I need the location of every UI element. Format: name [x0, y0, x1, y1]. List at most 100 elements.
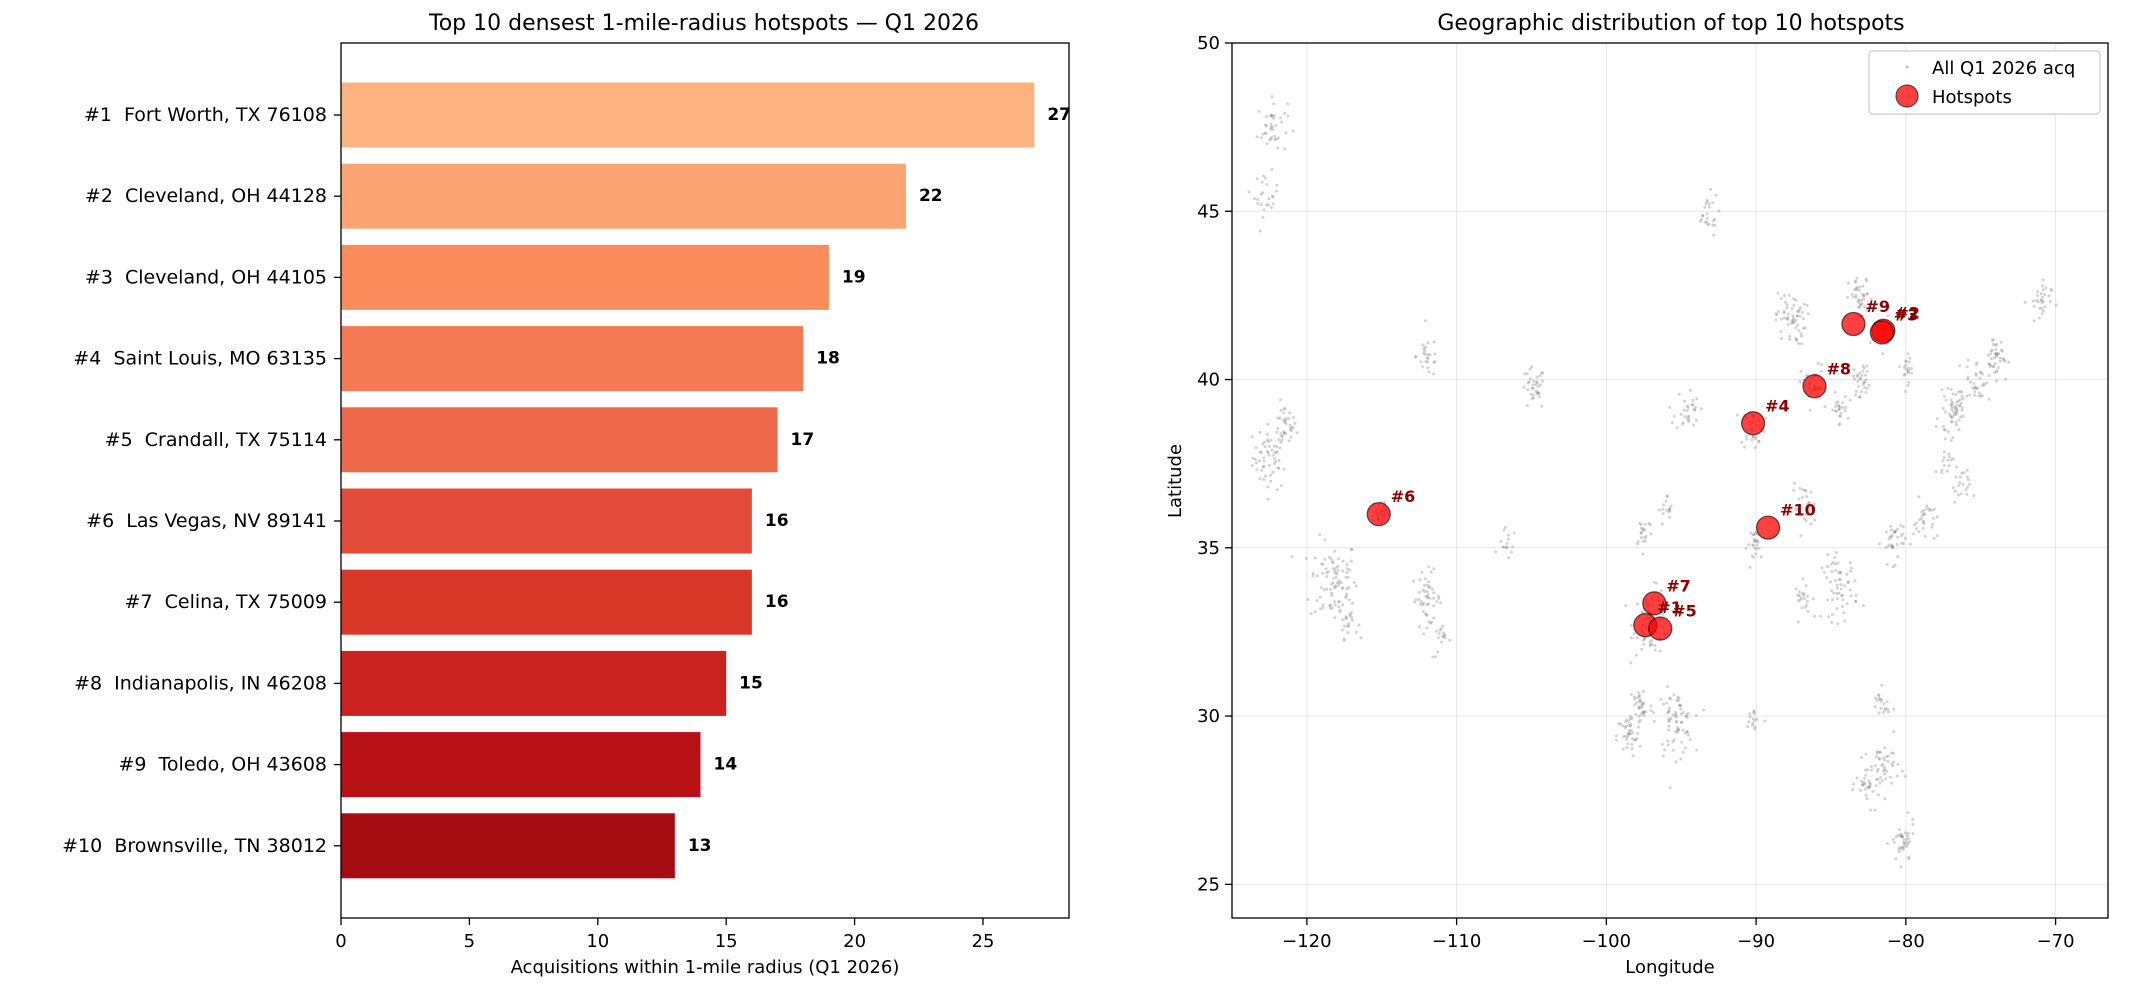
background-point — [1265, 142, 1269, 146]
background-point — [1350, 616, 1354, 620]
background-point — [1661, 512, 1665, 516]
background-point — [1531, 397, 1534, 401]
background-point — [1751, 435, 1755, 439]
background-point — [1993, 362, 1997, 366]
background-point — [1906, 370, 1910, 374]
background-point — [1272, 102, 1276, 106]
background-point — [1442, 634, 1446, 638]
background-point — [1907, 380, 1911, 384]
background-point — [1946, 458, 1950, 462]
background-point — [1685, 715, 1689, 719]
background-point — [1685, 713, 1689, 717]
background-point — [2000, 348, 2003, 352]
background-point — [1942, 424, 1945, 428]
background-point — [1641, 528, 1645, 532]
bar-value-label-6: 16 — [765, 511, 789, 531]
background-point — [1333, 603, 1337, 607]
background-point — [1428, 353, 1432, 357]
background-point — [1640, 526, 1644, 530]
hotspot-label-2: #2 — [1895, 304, 1920, 323]
background-point — [1797, 308, 1801, 312]
background-point — [1280, 434, 1284, 438]
background-point — [1745, 434, 1749, 438]
background-point — [1997, 352, 2001, 356]
background-point — [1336, 564, 1340, 568]
background-point — [1917, 530, 1921, 533]
background-point — [1331, 567, 1335, 571]
background-point — [1920, 513, 1924, 517]
background-point — [1941, 407, 1945, 410]
background-point — [1707, 222, 1711, 226]
background-point — [1266, 485, 1270, 489]
background-point — [1953, 405, 1957, 409]
background-point — [2040, 284, 2044, 288]
background-point — [1442, 636, 1446, 640]
background-point — [1957, 428, 1961, 432]
background-point — [1255, 135, 1259, 139]
background-point — [1750, 554, 1754, 558]
bar-4 — [341, 326, 804, 392]
background-point — [1752, 710, 1756, 714]
background-point — [1805, 603, 1809, 607]
background-point — [1802, 592, 1806, 596]
background-point — [1287, 417, 1291, 420]
background-point — [1890, 762, 1894, 766]
background-point — [1890, 781, 1894, 785]
background-point — [1439, 627, 1443, 631]
background-point — [1413, 600, 1417, 604]
background-point — [1943, 428, 1947, 432]
background-point — [1713, 217, 1717, 221]
background-point — [1271, 202, 1275, 206]
background-point — [1906, 352, 1910, 356]
background-point — [1897, 848, 1901, 852]
background-point — [1762, 429, 1766, 433]
background-point — [1286, 114, 1290, 118]
background-point — [1422, 601, 1426, 605]
background-point — [1763, 719, 1767, 723]
background-point — [1641, 539, 1645, 543]
background-point — [1795, 338, 1799, 342]
background-point — [1674, 720, 1678, 724]
background-point — [1636, 691, 1640, 695]
background-point — [1891, 764, 1895, 768]
background-point — [1509, 550, 1513, 554]
background-point — [1277, 466, 1281, 470]
background-point — [1695, 748, 1699, 752]
background-point — [1694, 418, 1698, 422]
background-point — [1423, 590, 1427, 594]
background-point — [1931, 522, 1935, 526]
map-x-tick-label: −100 — [1582, 931, 1631, 952]
background-point — [1888, 543, 1892, 547]
background-point — [1667, 510, 1671, 514]
background-point — [1667, 728, 1671, 732]
background-point — [1905, 837, 1909, 841]
bar-value-label-9: 14 — [714, 755, 738, 775]
background-point — [1886, 544, 1890, 548]
background-point — [1633, 738, 1637, 742]
background-point — [1265, 203, 1269, 207]
map-y-tick-label: 50 — [1197, 33, 1220, 54]
background-point — [1345, 567, 1349, 571]
background-point — [1951, 457, 1955, 461]
background-point — [1753, 540, 1757, 543]
background-point — [1875, 755, 1878, 758]
background-point — [1668, 405, 1672, 409]
background-point — [1526, 388, 1530, 392]
background-point — [1947, 455, 1951, 459]
background-point — [1861, 604, 1865, 607]
background-point — [1283, 407, 1287, 411]
background-point — [1891, 545, 1894, 549]
background-point — [1290, 426, 1293, 430]
hotspot-label-7: #7 — [1666, 576, 1691, 595]
background-point — [1414, 598, 1418, 602]
background-point — [1993, 343, 1997, 347]
hotspot-label-10: #10 — [1780, 501, 1816, 520]
background-point — [1354, 584, 1358, 588]
background-point — [1855, 288, 1859, 292]
background-point — [1707, 205, 1711, 209]
background-point — [1701, 214, 1705, 217]
background-point — [1897, 850, 1901, 854]
background-point — [1861, 369, 1865, 373]
background-point — [1748, 712, 1752, 716]
background-point — [1843, 395, 1847, 399]
